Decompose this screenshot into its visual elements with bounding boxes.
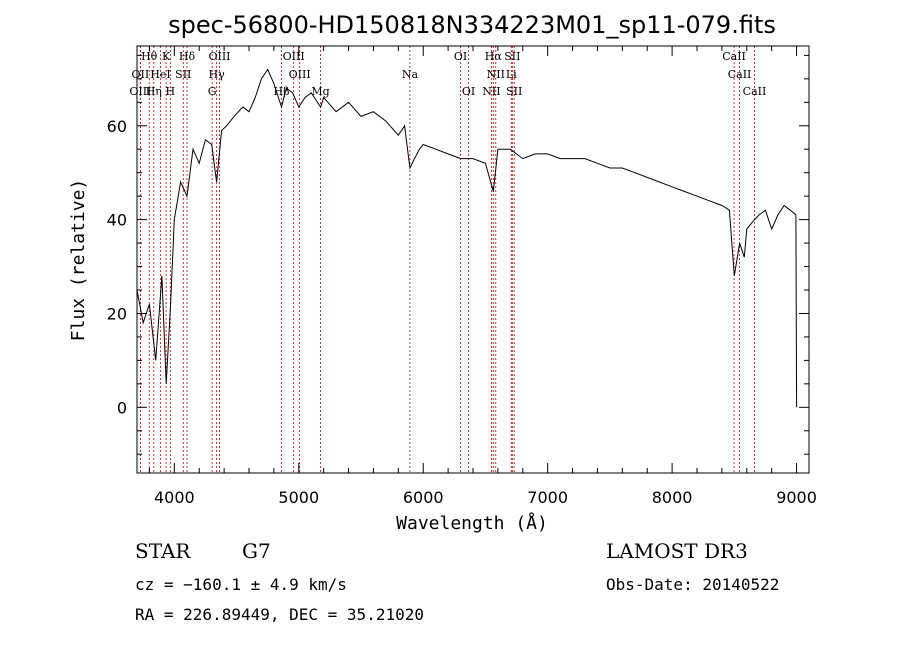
- y-axis-ticks: 0 20 40 60: [107, 54, 809, 455]
- spectral-line-label: Hβ: [274, 85, 290, 98]
- spectral-line-label: CaII: [728, 68, 752, 81]
- spectral-line-label: OIII: [283, 50, 305, 63]
- class-label: STAR: [135, 539, 191, 563]
- spectral-line-label: SII: [504, 50, 520, 63]
- spectral-line-label: Hθ: [141, 50, 158, 63]
- spectral-line-markers: [139, 46, 755, 473]
- x-tick-label: 8000: [652, 488, 693, 507]
- x-tick-label: 7000: [527, 488, 568, 507]
- x-tick-label: 5000: [278, 488, 319, 507]
- coords-label: RA = 226.89449, DEC = 35.21020: [135, 605, 424, 624]
- spectral-line-label: Hα: [485, 50, 503, 63]
- spectral-line-label: Na: [402, 68, 419, 81]
- spectral-line-label: HeI: [150, 68, 170, 81]
- spectral-line-label: Mg: [311, 85, 329, 98]
- y-tick-label: 20: [107, 304, 127, 323]
- x-tick-label: 6000: [403, 488, 444, 507]
- spectral-line-label: NII: [482, 85, 500, 98]
- x-tick-label: 4000: [154, 488, 195, 507]
- spectral-line-label: OII: [132, 68, 150, 81]
- chart-title: spec-56800-HD150818N334223M01_sp11-079.f…: [168, 11, 776, 39]
- x-axis-ticks: 4000 5000 6000 7000 8000 9000: [148, 46, 817, 507]
- spectral-line-label: OI: [454, 50, 467, 63]
- plot-frame: [136, 45, 810, 474]
- spectral-line-label: NII: [487, 68, 505, 81]
- spectral-line-label: OIII: [129, 85, 151, 98]
- spectral-line-label: Li: [506, 68, 517, 81]
- y-tick-label: 60: [107, 117, 127, 136]
- spectral-line-label: SII: [506, 85, 522, 98]
- spectral-line-label: K: [162, 50, 171, 63]
- obs-date-label: Obs-Date: 20140522: [606, 575, 779, 594]
- x-tick-label: 9000: [776, 488, 817, 507]
- survey-label: LAMOST DR3: [606, 539, 748, 563]
- spectral-line-label: CaII: [722, 50, 746, 63]
- y-tick-label: 40: [107, 211, 127, 230]
- spectral-line-label: G: [208, 85, 217, 98]
- y-axis-label: Flux (relative): [68, 179, 89, 342]
- spectral-line-label: OI: [462, 85, 475, 98]
- spectral-line-label: SII: [175, 68, 191, 81]
- spectral-line-label: OIII: [208, 50, 230, 63]
- spectrum-line: [136, 68, 798, 408]
- subclass-label: G7: [242, 539, 271, 563]
- redshift-label: cz = −160.1 ± 4.9 km/s: [135, 575, 347, 594]
- spectral-line-label: Hδ: [179, 50, 196, 63]
- x-axis-label: Wavelength (Å): [396, 512, 548, 534]
- y-tick-label: 0: [117, 398, 127, 417]
- spectral-line-label: H: [166, 85, 176, 98]
- spectral-line-label: CaII: [743, 85, 767, 98]
- spectral-line-label: Hη: [146, 85, 162, 98]
- spectral-line-label: OIII: [289, 68, 311, 81]
- spectral-line-label: Hγ: [209, 68, 226, 81]
